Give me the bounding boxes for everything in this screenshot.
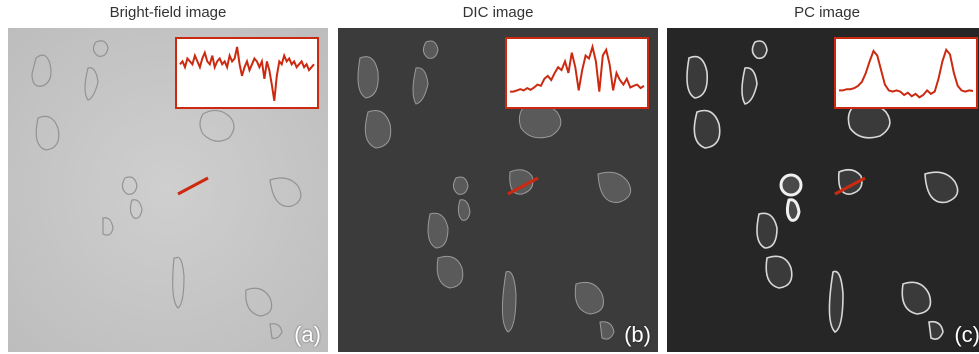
panel-label-a: (a) bbox=[294, 322, 321, 347]
intensity-profile-inset bbox=[834, 37, 978, 109]
panel-title-dic: DIC image bbox=[462, 4, 534, 21]
intensity-profile-inset bbox=[175, 37, 319, 109]
pc-image: (c) bbox=[667, 28, 979, 352]
intensity-profile-line bbox=[179, 46, 315, 101]
panel-label-b: (b) bbox=[624, 322, 651, 347]
line-profile-marker bbox=[507, 176, 539, 196]
line-profile-marker bbox=[177, 176, 209, 196]
panel-title-pc: PC image bbox=[794, 4, 860, 21]
panel-title-brightfield: Bright-field image bbox=[109, 4, 227, 21]
intensity-profile-line bbox=[510, 43, 645, 93]
cell-outlines bbox=[31, 40, 302, 339]
dic-image: (b) bbox=[338, 28, 658, 352]
intensity-profile-line bbox=[839, 47, 974, 99]
dic-micrograph bbox=[338, 28, 658, 352]
line-profile-marker bbox=[834, 176, 866, 196]
panel-label-c: (c) bbox=[954, 322, 979, 347]
round-cell bbox=[779, 173, 803, 197]
phase-contrast-micrograph bbox=[667, 28, 979, 352]
brightfield-micrograph bbox=[8, 28, 328, 352]
cell-shapes bbox=[357, 40, 632, 340]
brightfield-image: (a) bbox=[8, 28, 328, 352]
round-cell bbox=[785, 198, 801, 222]
cell-shapes-bright-halo bbox=[686, 40, 959, 340]
